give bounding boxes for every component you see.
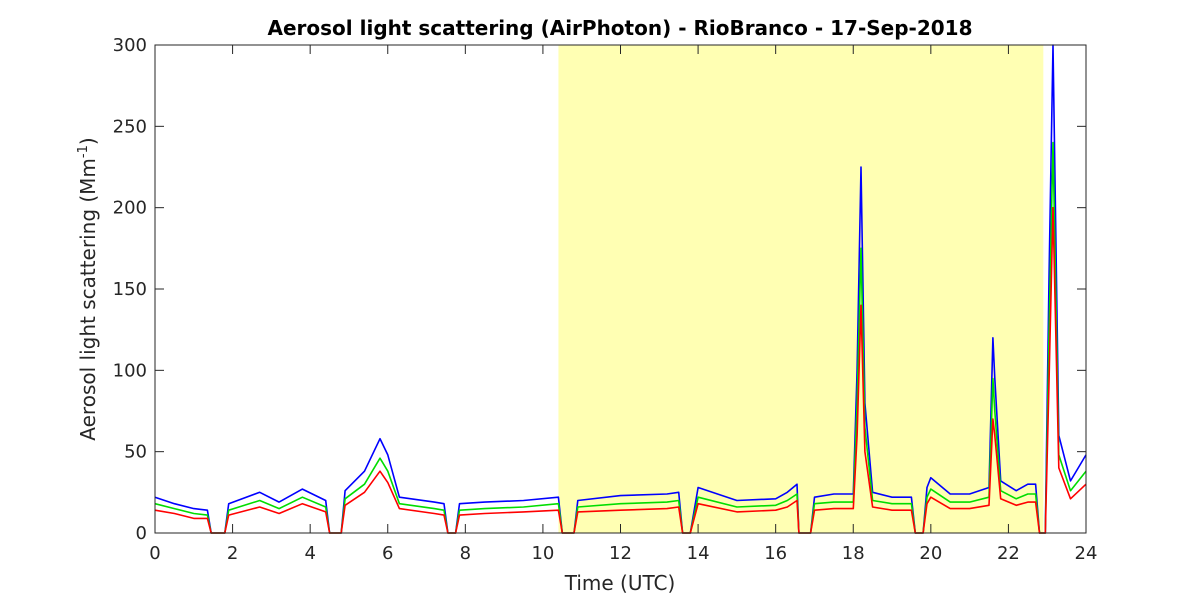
y-axis-label-superscript: -1 [76,145,91,158]
y-tick-label: 50 [124,442,147,463]
y-tick-label: 250 [113,116,147,137]
daylight-shading [558,45,1044,533]
x-tick-label: 20 [919,543,942,564]
chart-title: Aerosol light scattering (AirPhoton) - R… [268,16,973,40]
x-tick-label: 10 [531,543,554,564]
y-axis-label-close: ) [76,137,100,145]
x-tick-label: 8 [460,543,471,564]
y-tick-label: 200 [113,198,147,219]
y-tick-label: 150 [113,279,147,300]
x-tick-label: 16 [764,543,787,564]
x-axis-label: Time (UTC) [564,571,676,595]
y-tick-label: 0 [136,523,147,544]
x-tick-label: 6 [382,543,393,564]
y-tick-label: 100 [113,360,147,381]
x-tick-label: 0 [149,543,160,564]
ticks-layer [154,44,1087,534]
x-tick-label: 14 [687,543,710,564]
x-tick-label: 12 [609,543,632,564]
y-axis-label: Aerosol light scattering (Mm-1) [76,137,100,440]
x-tick-label: 2 [227,543,238,564]
x-tick-label: 18 [842,543,865,564]
y-tick-label: 300 [113,35,147,56]
x-tick-label: 22 [997,543,1020,564]
x-tick-label: 4 [304,543,315,564]
x-tick-label: 24 [1075,543,1098,564]
y-axis-label-main: Aerosol light scattering (Mm [76,158,100,441]
